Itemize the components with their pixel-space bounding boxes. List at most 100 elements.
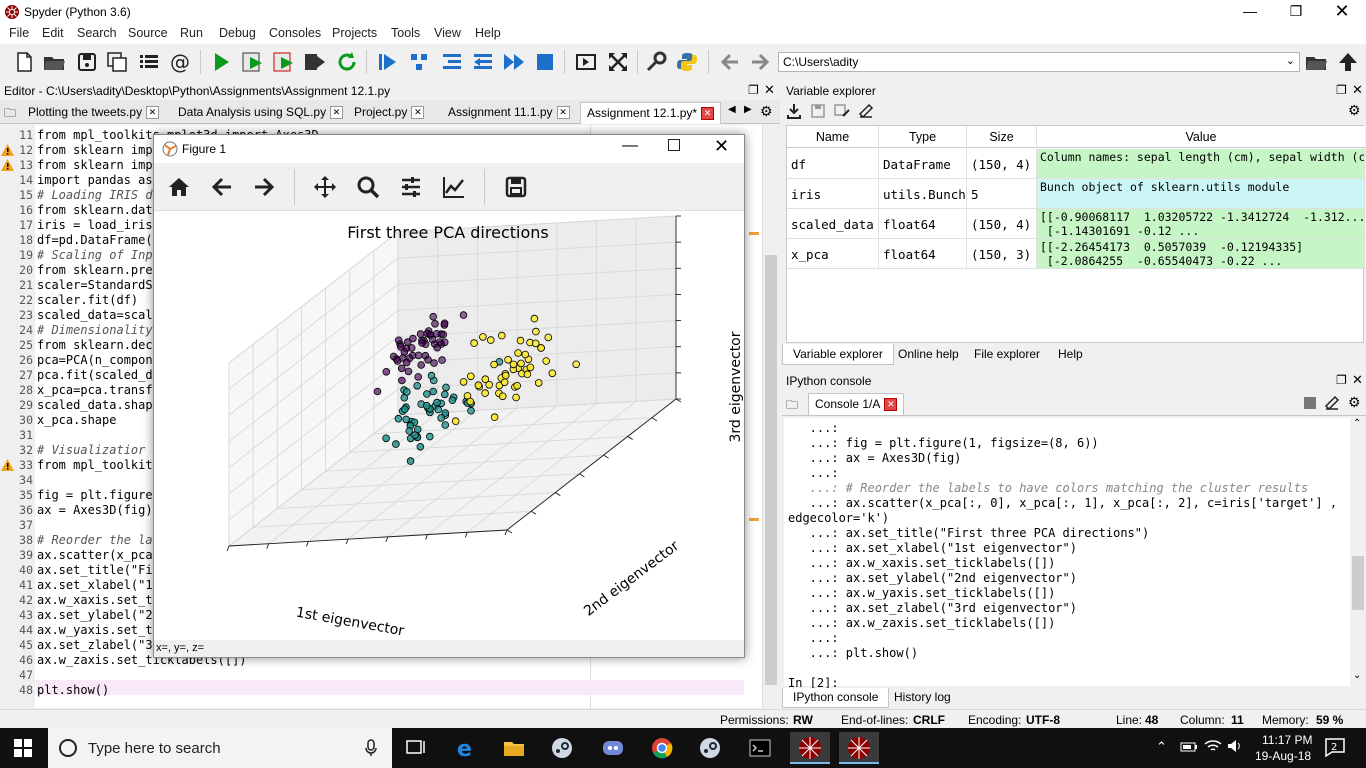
close-button[interactable]: ✕ [1334, 1, 1350, 21]
spyder-figure-taskbar-icon[interactable] [839, 732, 879, 764]
tab-file-explorer[interactable]: File explorer [974, 347, 1041, 361]
column-header-value[interactable]: Value [1037, 126, 1365, 148]
figure-window[interactable]: Figure 1 — ✕ First three PCA directions … [153, 134, 745, 658]
step-icon[interactable] [408, 50, 432, 74]
tab-help[interactable]: Help [1058, 347, 1083, 361]
at-icon[interactable]: @ [168, 50, 192, 74]
save-all-icon[interactable] [105, 50, 129, 74]
warning-icon[interactable] [1, 144, 14, 156]
notifications-icon[interactable]: 2 [1324, 736, 1346, 761]
variable-value-cell[interactable]: Column names: sepal length (cm), sepal w… [1037, 149, 1365, 179]
clock-date[interactable]: 19-Aug-18 [1255, 749, 1312, 763]
chevron-down-icon[interactable]: ⌄ [1353, 670, 1362, 681]
tab-project[interactable]: Project.py ✕ [348, 102, 430, 124]
close-button[interactable]: ✕ [714, 136, 730, 156]
open-folder-icon[interactable] [42, 50, 66, 74]
microphone-icon[interactable] [364, 739, 378, 760]
variable-name-cell[interactable]: scaled_data [787, 209, 879, 239]
variable-type-cell[interactable]: utils.Bunch [879, 179, 967, 209]
tab-history-log[interactable]: History log [894, 690, 951, 704]
run-icon[interactable] [209, 50, 233, 74]
tab-ipython-console[interactable]: IPython console [782, 688, 890, 708]
undock-icon[interactable]: ❐ [1336, 373, 1347, 387]
scroll-tabs-left-icon[interactable]: ◀ [728, 104, 736, 115]
menu-search[interactable]: Search [77, 26, 117, 40]
menu-edit[interactable]: Edit [42, 26, 64, 40]
close-pane-icon[interactable]: ✕ [1352, 82, 1363, 97]
menu-consoles[interactable]: Consoles [269, 26, 322, 40]
variable-name-cell[interactable]: df [787, 149, 879, 179]
spyder-taskbar-icon[interactable] [790, 732, 830, 764]
chevron-down-icon[interactable]: ⌄ [1285, 55, 1295, 67]
command-prompt-icon[interactable] [740, 732, 780, 764]
variable-type-cell[interactable]: float64 [879, 209, 967, 239]
console-vertical-scrollbar[interactable]: ⌃ ⌄ [1350, 418, 1366, 686]
battery-icon[interactable] [1180, 740, 1198, 757]
variable-value-cell[interactable]: [[-2.26454173 0.5057039 -0.12194335] [-2… [1037, 239, 1365, 269]
menu-file[interactable]: File [9, 26, 30, 40]
preferences-wrench-icon[interactable] [644, 50, 668, 74]
run-cell-icon[interactable] [241, 50, 265, 74]
menu-help[interactable]: Help [475, 26, 501, 40]
scroll-tabs-right-icon[interactable]: ▶ [744, 104, 752, 115]
configure-subplots-icon[interactable] [399, 175, 423, 202]
back-arrow-icon[interactable] [718, 50, 742, 74]
steam-icon[interactable] [690, 732, 730, 764]
close-icon[interactable]: ✕ [146, 106, 160, 120]
steam-icon[interactable] [542, 732, 582, 764]
variable-value-cell[interactable]: [[-0.90068117 1.03205722 -1.3412724 -1.3… [1037, 209, 1365, 239]
variable-type-cell[interactable]: DataFrame [879, 149, 967, 179]
browse-tabs-icon[interactable]: 🗀 [4, 106, 17, 120]
run-cell-advance-icon[interactable] [272, 50, 296, 74]
parent-directory-icon[interactable] [1336, 50, 1360, 74]
minimize-button[interactable]: — [622, 137, 638, 154]
pan-icon[interactable] [313, 175, 337, 202]
rerun-icon[interactable] [335, 50, 359, 74]
discord-icon[interactable] [593, 732, 633, 764]
chevron-up-icon[interactable]: ⌃ [1156, 739, 1167, 754]
variable-type-cell[interactable]: float64 [879, 239, 967, 269]
editor-vertical-scrollbar[interactable] [749, 125, 778, 708]
menu-view[interactable]: View [434, 26, 461, 40]
restore-button[interactable]: ❐ [1289, 3, 1303, 19]
scrollbar-thumb[interactable] [765, 255, 777, 685]
volume-icon[interactable] [1226, 738, 1244, 757]
variable-value-cell[interactable]: Bunch object of sklearn.utils module [1037, 179, 1365, 209]
browse-tabs-icon[interactable]: 🗀 [786, 398, 799, 412]
tab-console-1a[interactable]: Console 1/A ✕ [808, 393, 905, 415]
tab-online-help[interactable]: Online help [898, 347, 959, 361]
chrome-icon[interactable] [642, 732, 682, 764]
maximize-button[interactable] [668, 139, 680, 151]
stop-kernel-icon[interactable] [1304, 397, 1316, 409]
variable-size-cell[interactable]: (150, 3) [967, 239, 1037, 269]
taskbar-search-box[interactable]: Type here to search [48, 728, 392, 768]
list-icon[interactable] [137, 50, 161, 74]
gear-icon[interactable]: ⚙ [760, 103, 773, 119]
menu-source[interactable]: Source [128, 26, 168, 40]
browse-folder-icon[interactable] [1304, 50, 1328, 74]
ipython-console-output[interactable]: ...: ...: fig = plt.figure(1, figsize=(8… [784, 418, 1350, 690]
home-icon[interactable] [167, 175, 191, 202]
stop-icon[interactable] [533, 50, 557, 74]
minimize-button[interactable]: — [1243, 3, 1257, 19]
chevron-up-icon[interactable]: ⌃ [1353, 418, 1362, 429]
new-file-icon[interactable] [12, 50, 36, 74]
menu-projects[interactable]: Projects [332, 26, 378, 40]
gear-icon[interactable]: ⚙ [1348, 394, 1361, 410]
tab-data-analysis-sql[interactable]: Data Analysis using SQL.py ✕ [172, 102, 349, 124]
variable-size-cell[interactable]: 5 [967, 179, 1037, 209]
windows-start-icon[interactable] [14, 739, 32, 760]
column-header-type[interactable]: Type [879, 126, 967, 148]
menu-debug[interactable]: Debug [219, 26, 256, 40]
column-header-name[interactable]: Name [787, 126, 879, 148]
pca-3d-scatter-plot[interactable]: First three PCA directions 1st eigenvect… [154, 212, 744, 640]
menu-tools[interactable]: Tools [391, 26, 421, 40]
close-icon[interactable]: ✕ [330, 106, 344, 120]
wifi-icon[interactable] [1204, 738, 1222, 757]
edge-browser-icon[interactable]: e [446, 732, 486, 764]
working-directory-combobox[interactable]: C:\Users\adity ⌄ [778, 52, 1300, 72]
edit-axis-icon[interactable] [442, 175, 466, 202]
import-data-icon[interactable] [786, 103, 802, 122]
file-explorer-icon[interactable] [494, 732, 534, 764]
undock-icon[interactable]: ❐ [748, 83, 759, 97]
